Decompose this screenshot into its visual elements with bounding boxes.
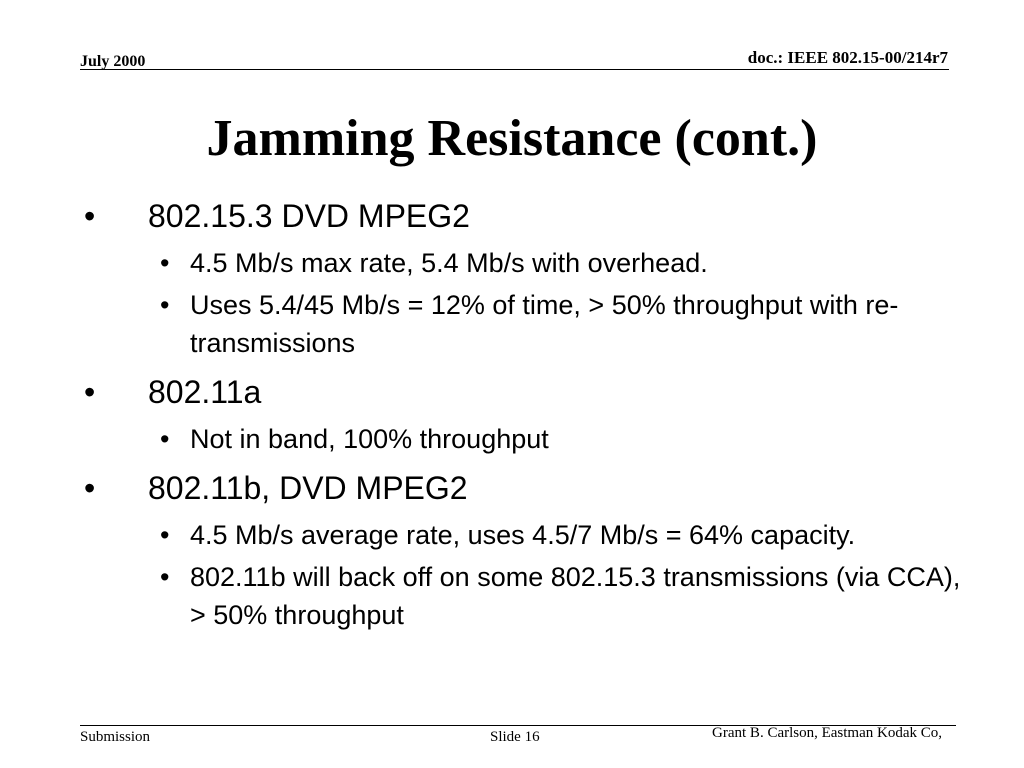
- bullet-1-text: 802.15.3 DVD MPEG2: [148, 198, 470, 234]
- bullet-dot: •: [84, 198, 96, 234]
- header-doc-id: doc.: IEEE 802.15-00/214r7: [747, 48, 948, 67]
- bullet-1-sub-1: • 4.5 Mb/s max rate, 5.4 Mb/s with overhe…: [0, 244, 1024, 282]
- footer-author: Grant B. Carlson, Eastman Kodak Co,: [712, 725, 942, 741]
- footer-slide-number: Slide 16: [490, 729, 540, 745]
- bullet-3-sub-2-text: 802.11b will back off on some 802.15.3 t…: [190, 562, 961, 630]
- bullet-3-sub-1: • 4.5 Mb/s average rate, uses 4.5/7 Mb/s …: [0, 516, 1024, 554]
- bullet-1-sub-1-text: 4.5 Mb/s max rate, 5.4 Mb/s with overhea…: [190, 248, 708, 278]
- bullet-3-text: 802.11b, DVD MPEG2: [148, 470, 468, 506]
- bullet-3-sub-1-text: 4.5 Mb/s average rate, uses 4.5/7 Mb/s =…: [190, 520, 856, 550]
- sub-bullet-dot: •: [160, 248, 170, 278]
- sub-bullet-dot: •: [160, 290, 170, 320]
- bullet-dot: •: [84, 374, 96, 410]
- footer-rule: [80, 725, 956, 726]
- bullet-2: • 802.11a: [0, 368, 1024, 416]
- bullet-3-sub-2: • 802.11b will back off on some 802.15.3 …: [0, 558, 1024, 634]
- bullet-list: • 802.15.3 DVD MPEG2 • 4.5 Mb/s max rate, …: [0, 186, 1024, 634]
- bullet-1-sub-2-text: Uses 5.4/45 Mb/s = 12% of time, > 50% th…: [190, 290, 899, 358]
- bullet-2-sub-1: • Not in band, 100% throughput: [0, 420, 1024, 458]
- bullet-3: • 802.11b, DVD MPEG2: [0, 464, 1024, 512]
- footer-submission: Submission: [80, 729, 151, 745]
- header-date: July 2000: [80, 53, 146, 70]
- slide-title: Jamming Resistance (cont.): [206, 110, 818, 167]
- sub-bullet-dot: •: [160, 562, 170, 592]
- bullet-2-text: 802.11a: [148, 374, 262, 410]
- sub-bullet-dot: •: [160, 424, 170, 454]
- sub-bullet-dot: •: [160, 520, 170, 550]
- header-rule: [80, 69, 949, 70]
- bullet-dot: •: [84, 470, 96, 506]
- bullet-1: • 802.15.3 DVD MPEG2: [0, 192, 1024, 240]
- bullet-1-sub-2: • Uses 5.4/45 Mb/s = 12% of time, > 50% t…: [0, 286, 1024, 362]
- bullet-2-sub-1-text: Not in band, 100% throughput: [190, 424, 549, 454]
